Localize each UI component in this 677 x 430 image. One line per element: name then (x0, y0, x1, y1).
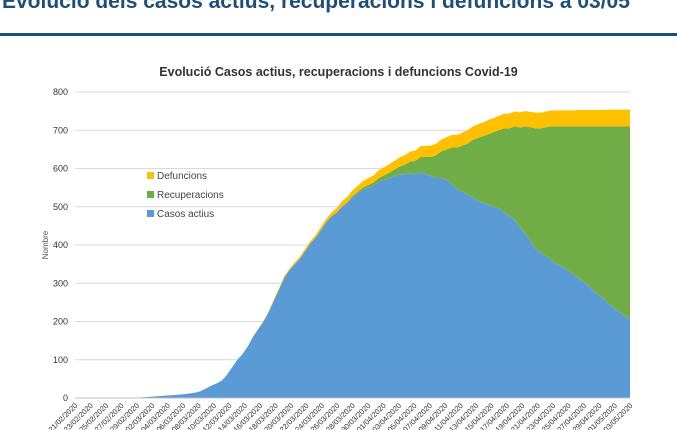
y-tick-label: 400 (53, 240, 68, 250)
legend: Defuncions Recuperacions Casos actius (147, 171, 224, 220)
y-tick-label: 800 (53, 87, 68, 97)
area-series (75, 109, 630, 399)
title-divider (0, 33, 677, 36)
legend-label: Defuncions (157, 171, 207, 182)
y-tick-label: 0 (63, 393, 68, 403)
y-axis-label: Nombre (41, 230, 50, 259)
legend-swatch (147, 191, 154, 198)
legend-label: Casos actius (157, 209, 214, 220)
y-axis-ticks: 0 100 200 300 400 500 600 700 800 (53, 87, 68, 403)
legend-swatch (147, 172, 154, 179)
y-tick-label: 200 (53, 317, 68, 327)
series-area-recuperacions (75, 126, 630, 399)
legend-label: Recuperacions (157, 190, 224, 201)
y-tick-label: 700 (53, 125, 68, 135)
y-tick-label: 500 (53, 202, 68, 212)
slide-title: Evolució dels casos actius, recuperacion… (2, 0, 630, 13)
y-tick-label: 300 (53, 278, 68, 288)
legend-swatch (147, 210, 154, 217)
x-axis-ticks: 21/02/202023/02/202025/02/202027/02/2020… (47, 401, 635, 430)
y-tick-label: 600 (53, 164, 68, 174)
series-area-casos-actius (75, 172, 630, 398)
chart-title: Evolució Casos actius, recuperacions i d… (159, 65, 518, 79)
y-tick-label: 100 (53, 355, 68, 365)
